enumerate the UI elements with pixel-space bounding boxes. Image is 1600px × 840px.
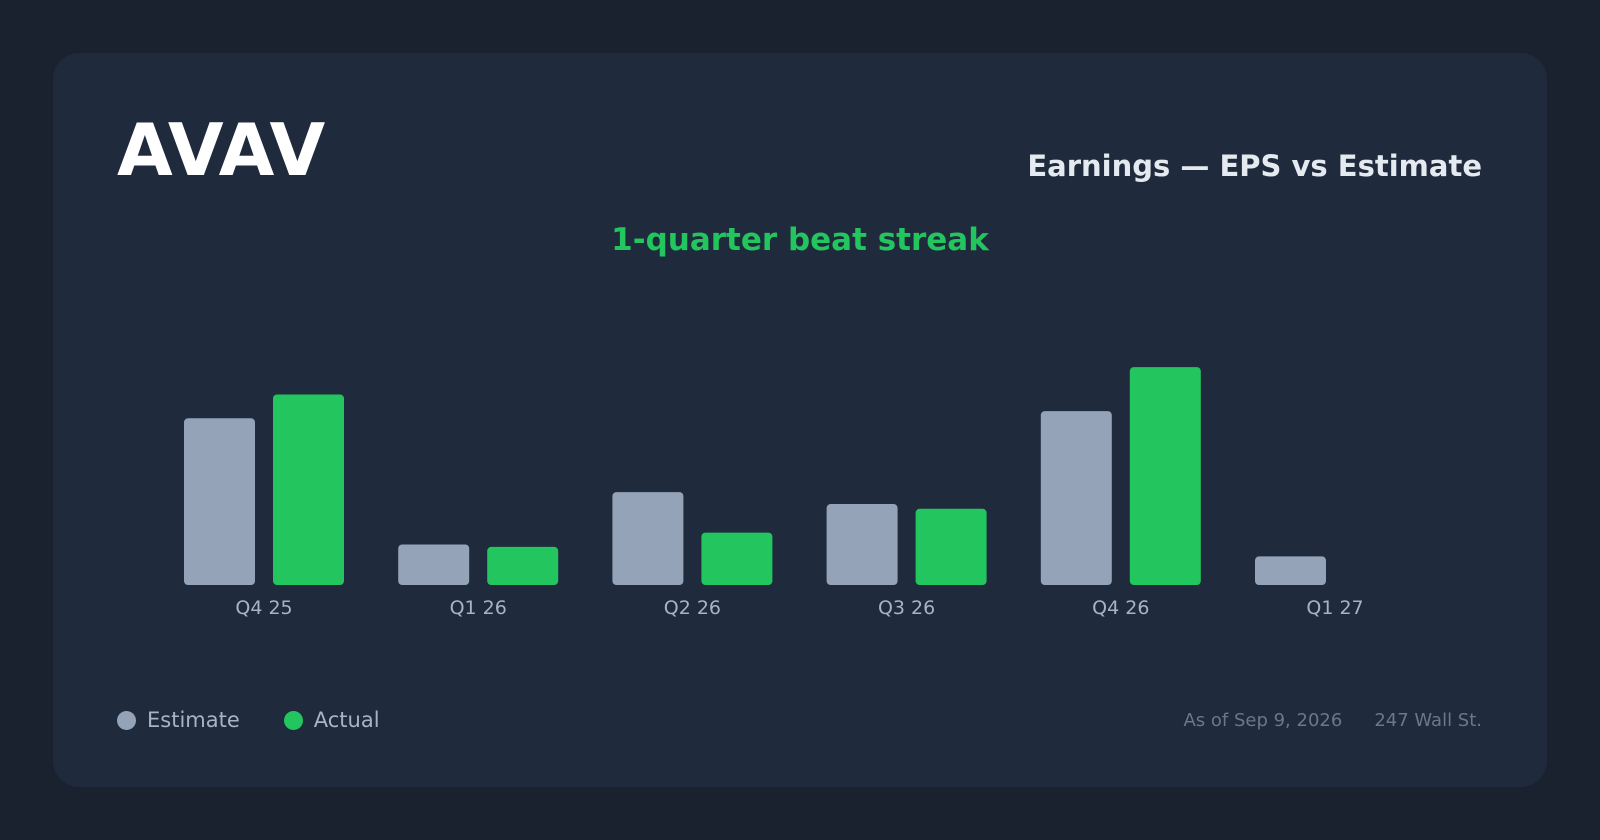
x-tick-label-q4-25: Q4 25	[235, 597, 292, 619]
legend-item-estimate: Estimate	[117, 708, 240, 732]
legend-item-actual: Actual	[283, 708, 380, 732]
beat-streak-label: 1-quarter beat streak	[611, 222, 989, 258]
legend-swatch-actual	[283, 710, 303, 730]
ticker-symbol: AVAV	[117, 108, 326, 192]
legend-swatch-estimate	[117, 710, 136, 730]
bar-actual-q3-26	[915, 508, 987, 585]
x-tick-label-q2-26: Q2 26	[664, 597, 721, 619]
bar-estimate-q1-26	[398, 544, 470, 585]
legend-label-actual: Actual	[313, 708, 380, 732]
as-of-date: As of Sep 9, 2026	[1183, 709, 1343, 731]
chart-legend: Estimate Actual	[117, 704, 424, 736]
chart-title: Earnings — EPS vs Estimate	[1027, 149, 1482, 183]
x-tick-label-q4-26: Q4 26	[1092, 597, 1149, 619]
bar-actual-q4-25	[273, 394, 344, 585]
source-label: 247 Wall St.	[1374, 709, 1482, 731]
bar-estimate-q3-26	[826, 504, 898, 585]
chart-footer: As of Sep 9, 2026 247 Wall St.	[1183, 706, 1482, 734]
x-tick-label-q3-26: Q3 26	[878, 597, 935, 619]
bar-actual-q2-26	[701, 532, 773, 585]
bar-estimate-q1-27	[1255, 556, 1326, 585]
x-tick-label-q1-26: Q1 26	[450, 597, 507, 619]
bar-estimate-q4-26	[1040, 411, 1112, 585]
bar-estimate-q2-26	[612, 492, 684, 585]
bar-actual-q4-26	[1129, 367, 1201, 585]
legend-label-estimate: Estimate	[147, 708, 240, 732]
bar-estimate-q4-25	[184, 418, 255, 585]
bar-actual-q1-26	[487, 546, 559, 585]
x-tick-label-q1-27: Q1 27	[1306, 597, 1363, 619]
